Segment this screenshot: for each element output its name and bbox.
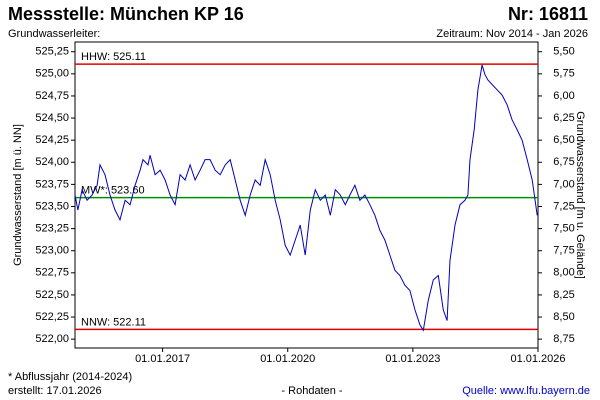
y-tick-label: 522,00 [35, 333, 69, 345]
y2-tick-label: 5,50 [553, 46, 574, 58]
y2-axis-label: Grundwasserstand [m u. Gelände] [574, 111, 586, 279]
y-tick-label: 525,25 [35, 46, 69, 58]
y-tick-label: 522,50 [35, 289, 69, 301]
y-tick-label: 524,75 [35, 90, 69, 102]
station-number: Nr: 16811 [508, 4, 588, 24]
x-tick-label: 01.01.2017 [135, 353, 190, 365]
subtitle: Grundwasserleiter: [8, 28, 100, 40]
y-tick-label: 524,50 [35, 112, 69, 124]
reference-label: MW*: 523.60 [81, 185, 145, 197]
y-tick-label: 523,25 [35, 223, 69, 235]
x-tick-label: 01.01.2020 [260, 353, 315, 365]
y-axis-label: Grundwasserstand [m ü. NN] [12, 124, 24, 266]
y2-tick-label: 6,25 [553, 112, 574, 124]
y2-tick-label: 8,50 [553, 311, 574, 323]
y-tick-label: 523,00 [35, 245, 69, 257]
y-tick-label: 522,75 [35, 267, 69, 279]
y2-tick-label: 6,75 [553, 156, 574, 168]
y2-tick-label: 7,75 [553, 245, 574, 257]
y2-tick-label: 8,00 [553, 267, 574, 279]
data-line [74, 64, 538, 332]
period: Zeitraum: Nov 2014 - Jan 2026 [436, 28, 588, 40]
x-tick-label: 01.01.2026 [510, 353, 565, 365]
chart-title: Messstelle: München KP 16 [8, 4, 244, 24]
created-date: erstellt: 17.01.2026 [8, 385, 102, 397]
source-link[interactable]: Quelle: www.lfu.bayern.de [462, 385, 590, 397]
y2-tick-label: 5,75 [553, 68, 574, 80]
y2-tick-label: 6,00 [553, 90, 574, 102]
reference-label: HHW: 525.11 [81, 51, 146, 63]
y-tick-label: 523,50 [35, 200, 69, 212]
y-tick-label: 525,00 [35, 68, 69, 80]
y2-tick-label: 7,50 [553, 223, 574, 235]
y-tick-label: 524,00 [35, 156, 69, 168]
y2-tick-label: 7,25 [553, 200, 574, 212]
y2-tick-label: 8,75 [553, 333, 574, 345]
y-tick-label: 523,75 [35, 178, 69, 190]
y-tick-label: 522,25 [35, 311, 69, 323]
y2-tick-label: 8,25 [553, 289, 574, 301]
y2-tick-label: 6,50 [553, 134, 574, 146]
y2-tick-label: 7,00 [553, 178, 574, 190]
data-note: - Rohdaten - [281, 385, 342, 397]
footnote: * Abflussjahr (2014-2024) [8, 371, 132, 383]
y-tick-label: 524,25 [35, 134, 69, 146]
x-tick-label: 01.01.2023 [385, 353, 440, 365]
reference-label: NNW: 522.11 [81, 316, 146, 328]
